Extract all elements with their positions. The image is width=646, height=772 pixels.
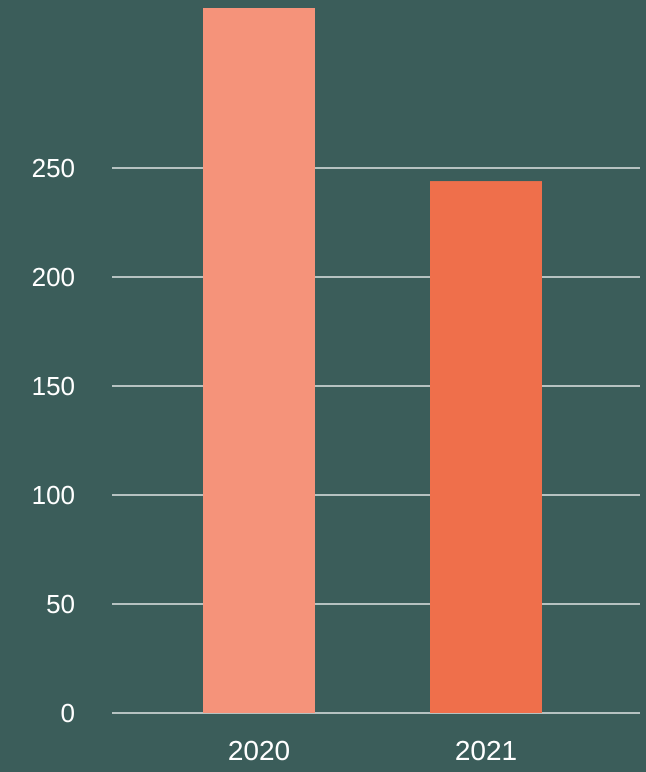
y-tick-label: 250 [32, 153, 75, 183]
gridlines [112, 167, 640, 714]
y-tick-label: 100 [32, 480, 75, 510]
y-axis-tick-labels: 0 50 100 150 200 250 [32, 153, 75, 728]
y-tick-label: 150 [32, 371, 75, 401]
y-tick-label: 0 [61, 698, 75, 728]
x-category-label: 2021 [455, 735, 517, 766]
x-axis-category-labels: 2020 2021 [228, 735, 517, 766]
bars [203, 8, 542, 713]
bar-2020 [203, 8, 315, 713]
x-category-label: 2020 [228, 735, 290, 766]
y-tick-label: 50 [46, 589, 75, 619]
bar-2021 [430, 181, 542, 713]
y-tick-label: 200 [32, 262, 75, 292]
